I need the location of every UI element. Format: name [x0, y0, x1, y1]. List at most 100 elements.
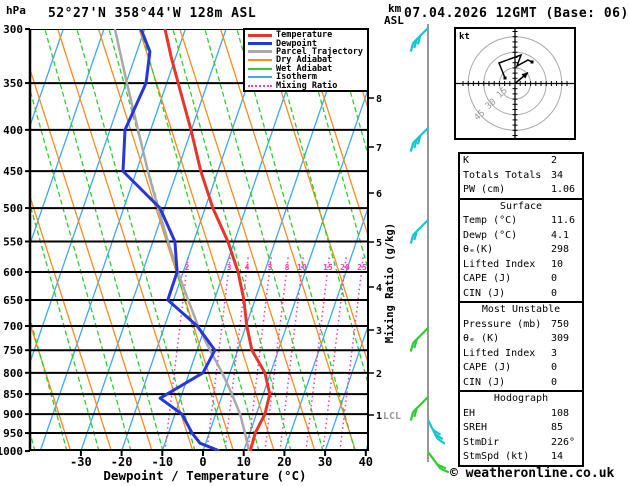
legend-item: Isotherm	[248, 73, 367, 81]
km-tick-label: 5	[376, 238, 382, 249]
legend-line-swatch	[248, 76, 272, 79]
mixing-ratio-line	[164, 254, 190, 451]
wind-barb	[409, 396, 429, 421]
mixing-ratio-axis-label: Mixing Ratio (g/kg)	[384, 223, 396, 343]
legend-line-swatch	[248, 84, 272, 87]
table-row: Dewp (°C) 4.1	[460, 229, 582, 244]
table-row-label: EH	[463, 407, 476, 419]
pressure-tick-label: 800	[3, 367, 23, 380]
mixing-ratio-value-label: 2	[185, 263, 190, 272]
wet-adiabat-line	[30, 87, 132, 451]
mixing-ratio-line	[247, 254, 273, 451]
table-row: CIN (J) 0	[460, 376, 582, 391]
series-dewpoint	[121, 29, 221, 451]
temp-tick-label: -20	[111, 455, 133, 469]
legend-line-swatch	[248, 42, 272, 46]
table-row: Totals Totals 34	[460, 169, 582, 184]
mixing-ratio-value-label: 4	[245, 263, 250, 272]
pressure-unit-label: hPa	[6, 4, 26, 17]
km-tick-label: 6	[376, 189, 382, 200]
table-row-label: K	[463, 155, 470, 166]
mixing-ratio-value-label: 8	[285, 263, 290, 272]
altitude-unit-asl-label: ASL	[384, 14, 404, 27]
table-row-value: 10	[551, 258, 564, 270]
credit-watermark: © weatheronline.co.uk	[450, 466, 615, 481]
km-tick-label: 8	[376, 94, 382, 105]
series-parcel-trajectory	[113, 29, 251, 451]
table-row-value: 108	[551, 407, 570, 419]
table-row-label: SREH	[463, 422, 488, 433]
table-row-value: 2	[551, 155, 558, 166]
isotherm-line	[161, 29, 309, 451]
dry-adiabat-line	[30, 67, 153, 451]
table-row-label: CIN (J)	[463, 287, 506, 299]
dry-adiabat-line	[30, 321, 72, 451]
pressure-tick-label: 850	[3, 388, 23, 401]
pressure-tick-label: 400	[3, 124, 23, 137]
table-row: SREH 85	[460, 421, 582, 436]
temp-tick-label: 40	[359, 455, 373, 469]
table-row-value: 0	[551, 273, 558, 284]
wet-adiabat-line	[30, 316, 68, 451]
legend-item-label: Isotherm	[276, 72, 317, 83]
pressure-tick-label: 350	[3, 77, 23, 90]
dry-adiabat-line	[219, 29, 357, 451]
pressure-tick-label: 750	[3, 344, 23, 357]
mixing-ratio-line	[206, 254, 232, 451]
temp-tick-label: 0	[199, 455, 206, 469]
pressure-tick-label: 500	[3, 202, 23, 215]
legend-line-swatch	[248, 59, 272, 62]
table-row-label: θₑ (K)	[463, 333, 500, 344]
temp-tick-label: -10	[151, 455, 173, 469]
temp-tick-label: -30	[70, 455, 92, 469]
km-tick-label: 4	[376, 283, 382, 294]
pressure-tick-label: 700	[3, 320, 23, 333]
mixing-ratio-value-label: 3	[227, 263, 232, 272]
wet-adiabat-line	[30, 202, 100, 451]
dry-adiabat-line	[301, 29, 368, 238]
table-row: Temp (°C) 11.6	[460, 214, 582, 229]
pressure-tick-label: 600	[3, 266, 23, 279]
km-tick-label: 1	[376, 411, 382, 422]
isotherm-line	[283, 205, 368, 451]
legend-line-swatch	[248, 67, 272, 70]
mixing-ratio-line	[339, 254, 365, 451]
legend-item-label: Dewpoint	[276, 38, 317, 49]
table-row-label: PW (cm)	[463, 184, 506, 195]
table-section: Most Unstable Pressure (mb) 750 θₑ (K) 309 Li…	[460, 301, 582, 390]
wind-barb	[409, 327, 429, 352]
table-row: CAPE (J) 0	[460, 272, 582, 287]
table-row-label: CIN (J)	[463, 376, 506, 388]
legend-item: Dewpoint	[248, 38, 367, 49]
dry-adiabat-line	[179, 29, 316, 451]
table-row-label: Dewp (°C)	[463, 229, 518, 241]
table-row: PW (cm) 1.06	[460, 183, 582, 198]
table-row-value: 85	[551, 422, 564, 433]
table-row-value: 1.06	[551, 184, 576, 195]
x-axis-label: Dewpoint / Temperature (°C)	[103, 468, 307, 483]
table-row: CIN (J) 0	[460, 287, 582, 302]
table-row-label: StmSpd (kt)	[463, 451, 530, 462]
legend-line-swatch	[248, 50, 272, 54]
legend-item: Temperature	[248, 31, 367, 39]
dry-adiabat-line	[138, 29, 275, 451]
table-row-label: Temp (°C)	[463, 215, 518, 226]
legend-item-label: Mixing Ratio	[276, 80, 338, 91]
table-row: StmDir 226°	[460, 436, 582, 451]
wet-adiabat-line	[44, 29, 164, 451]
isotherm-line	[80, 29, 227, 451]
legend-item: Dry Adiabat	[248, 56, 367, 65]
table-row: StmSpd (kt) 14	[460, 450, 582, 465]
table-row-value: 750	[551, 318, 570, 330]
wet-adiabat-line	[172, 29, 292, 451]
km-tick-label: 7	[376, 143, 382, 154]
temp-tick-label: 20	[277, 455, 291, 469]
legend-item-label: Wet Adiabat	[276, 63, 333, 74]
legend-line-swatch	[248, 33, 272, 37]
km-tick-label: 3	[376, 326, 382, 337]
table-row-value: 226°	[551, 436, 576, 448]
